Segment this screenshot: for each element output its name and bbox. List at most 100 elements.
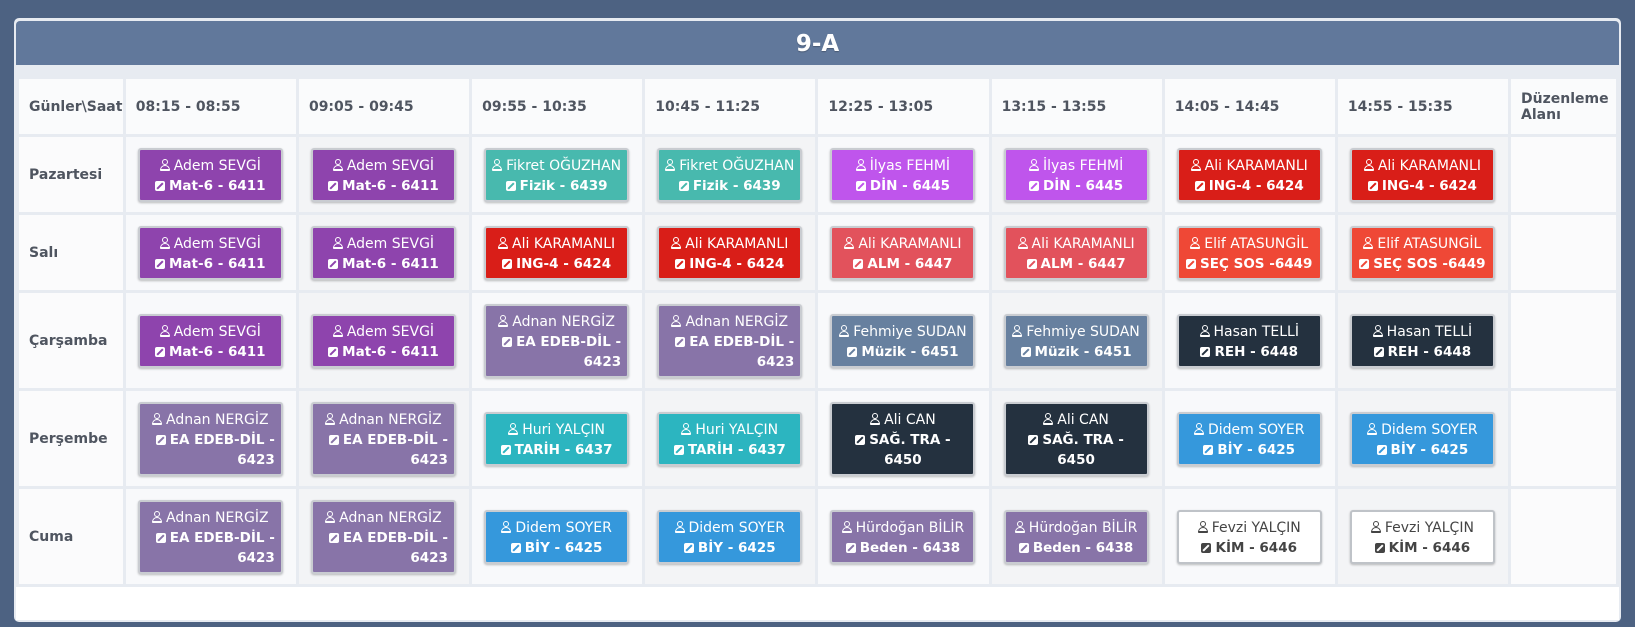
edit-icon[interactable] xyxy=(155,258,165,269)
course-line: EA EDEB-DİL - 6423 xyxy=(490,332,623,372)
edit-icon[interactable] xyxy=(1200,346,1211,357)
lesson-card[interactable]: Adem SEVGİ Mat-6 - 6411 xyxy=(137,147,283,202)
edit-icon[interactable] xyxy=(1203,444,1214,455)
course-code: KİM - 6446 xyxy=(1388,539,1471,556)
lesson-card[interactable]: Adem SEVGİ Mat-6 - 6411 xyxy=(310,225,456,280)
edit-icon[interactable] xyxy=(1029,180,1040,191)
edit-icon[interactable] xyxy=(510,542,521,553)
edit-area-cell[interactable] xyxy=(1508,212,1619,293)
lesson-card[interactable]: Ali KARAMANLI ING-4 - 6424 xyxy=(657,225,803,280)
edit-icon[interactable] xyxy=(328,180,339,191)
edit-area-cell[interactable] xyxy=(1508,486,1619,587)
lesson-card[interactable]: Fevzi YALÇIN KİM - 6446 xyxy=(1349,509,1495,564)
lesson-card[interactable]: Adem SEVGİ Mat-6 - 6411 xyxy=(137,313,283,368)
user-icon xyxy=(501,520,512,533)
edit-icon[interactable] xyxy=(1020,346,1031,357)
lesson-card[interactable]: Hürdoğan BİLİR Beden - 6438 xyxy=(830,509,976,564)
edit-icon[interactable] xyxy=(678,180,689,191)
lesson-card[interactable]: Fehmiye SUDAN Müzik - 6451 xyxy=(1003,313,1149,368)
edit-icon[interactable] xyxy=(328,258,339,269)
schedule-header: Günler\Saat 08:15 - 08:55 09:05 - 09:45 09:… xyxy=(16,76,1619,137)
lesson-card[interactable]: Ali CAN SAĞ. TRA - 6450 xyxy=(830,401,976,476)
lesson-card[interactable]: Adnan NERGİZ EA EDEB-DİL - 6423 xyxy=(310,401,456,476)
edit-icon[interactable] xyxy=(1028,434,1039,445)
lesson-card[interactable]: Adnan NERGİZ EA EDEB-DİL - 6423 xyxy=(484,303,630,378)
edit-icon[interactable] xyxy=(1373,346,1384,357)
user-icon xyxy=(1363,236,1374,249)
lesson-card[interactable]: Fikret OĞUZHAN Fizik - 6439 xyxy=(657,147,803,202)
edit-icon[interactable] xyxy=(855,434,866,445)
user-icon xyxy=(1017,236,1028,249)
lesson-card[interactable]: Elif ATASUNGİL SEÇ SOS -6449 xyxy=(1176,225,1322,280)
edit-icon[interactable] xyxy=(845,542,856,553)
edit-icon[interactable] xyxy=(155,346,165,357)
edit-area-cell[interactable] xyxy=(1508,290,1619,391)
edit-icon[interactable] xyxy=(155,180,165,191)
lesson-card[interactable]: Adem SEVGİ Mat-6 - 6411 xyxy=(137,225,283,280)
lesson-card[interactable]: Ali KARAMANLI ALM - 6447 xyxy=(1003,225,1149,280)
lesson-card[interactable]: Didem SOYER BİY - 6425 xyxy=(1349,411,1495,466)
lesson-card[interactable]: İlyas FEHMİ DİN - 6445 xyxy=(830,147,976,202)
course-line: BİY - 6425 xyxy=(1356,440,1489,460)
teacher-name: Ali KARAMANLI xyxy=(512,235,616,252)
lesson-card[interactable]: Adnan NERGİZ EA EDEB-DİL - 6423 xyxy=(657,303,803,378)
edit-icon[interactable] xyxy=(1018,542,1029,553)
lesson-card[interactable]: Hasan TELLİ REH - 6448 xyxy=(1349,313,1495,368)
edit-area-cell[interactable] xyxy=(1508,388,1619,489)
lesson-card[interactable]: Huri YALÇIN TARİH - 6437 xyxy=(484,411,630,466)
lesson-card[interactable]: Didem SOYER BİY - 6425 xyxy=(657,509,803,564)
lesson-card[interactable]: Fikret OĞUZHAN Fizik - 6439 xyxy=(484,147,630,202)
lesson-card[interactable]: Adnan NERGİZ EA EDEB-DİL - 6423 xyxy=(137,401,283,476)
lesson-card[interactable]: Ali KARAMANLI ING-4 - 6424 xyxy=(484,225,630,280)
lesson-card[interactable]: Adem SEVGİ Mat-6 - 6411 xyxy=(310,147,456,202)
teacher-line: Hürdoğan BİLİR xyxy=(1010,518,1143,538)
day-label: Pazartesi xyxy=(16,134,126,215)
edit-icon[interactable] xyxy=(1194,180,1205,191)
edit-area-cell[interactable] xyxy=(1508,134,1619,215)
edit-icon[interactable] xyxy=(1367,180,1378,191)
teacher-name: Adnan NERGİZ xyxy=(339,411,442,428)
edit-icon[interactable] xyxy=(1026,258,1037,269)
edit-icon[interactable] xyxy=(502,336,513,347)
lesson-card[interactable]: Didem SOYER BİY - 6425 xyxy=(484,509,630,564)
edit-icon[interactable] xyxy=(675,336,686,347)
user-icon xyxy=(151,412,162,425)
edit-icon[interactable] xyxy=(155,532,166,543)
edit-icon[interactable] xyxy=(328,346,339,357)
edit-icon[interactable] xyxy=(673,444,684,455)
lesson-card[interactable]: Ali KARAMANLI ING-4 - 6424 xyxy=(1176,147,1322,202)
lesson-card[interactable]: İlyas FEHMİ DİN - 6445 xyxy=(1003,147,1149,202)
edit-icon[interactable] xyxy=(1186,258,1197,269)
edit-icon[interactable] xyxy=(1376,444,1387,455)
edit-icon[interactable] xyxy=(155,434,166,445)
lesson-card[interactable]: Hasan TELLİ REH - 6448 xyxy=(1176,313,1322,368)
edit-icon[interactable] xyxy=(853,258,864,269)
course-line: SAĞ. TRA - 6450 xyxy=(836,430,969,470)
lesson-card[interactable]: Ali CAN SAĞ. TRA - 6450 xyxy=(1003,401,1149,476)
lesson-card[interactable]: Ali KARAMANLI ALM - 6447 xyxy=(830,225,976,280)
lesson-card[interactable]: Huri YALÇIN TARİH - 6437 xyxy=(657,411,803,466)
edit-icon[interactable] xyxy=(502,258,513,269)
edit-icon[interactable] xyxy=(328,434,339,445)
lesson-card[interactable]: Adnan NERGİZ EA EDEB-DİL - 6423 xyxy=(310,499,456,574)
lesson-card[interactable]: Hürdoğan BİLİR Beden - 6438 xyxy=(1003,509,1149,564)
lesson-card[interactable]: Elif ATASUNGİL SEÇ SOS -6449 xyxy=(1349,225,1495,280)
lesson-card[interactable]: Ali KARAMANLI ING-4 - 6424 xyxy=(1349,147,1495,202)
lesson-card[interactable]: Fehmiye SUDAN Müzik - 6451 xyxy=(830,313,976,368)
edit-icon[interactable] xyxy=(500,444,511,455)
day-label: Perşembe xyxy=(16,388,126,489)
edit-icon[interactable] xyxy=(847,346,858,357)
user-icon xyxy=(159,324,170,337)
edit-icon[interactable] xyxy=(675,258,686,269)
edit-icon[interactable] xyxy=(683,542,694,553)
edit-icon[interactable] xyxy=(1374,542,1385,553)
edit-icon[interactable] xyxy=(1201,542,1212,553)
edit-icon[interactable] xyxy=(505,180,516,191)
lesson-card[interactable]: Fevzi YALÇIN KİM - 6446 xyxy=(1176,509,1322,564)
lesson-card[interactable]: Adnan NERGİZ EA EDEB-DİL - 6423 xyxy=(137,499,283,574)
edit-icon[interactable] xyxy=(1359,258,1370,269)
edit-icon[interactable] xyxy=(328,532,339,543)
edit-icon[interactable] xyxy=(855,180,866,191)
lesson-card[interactable]: Didem SOYER BİY - 6425 xyxy=(1176,411,1322,466)
lesson-card[interactable]: Adem SEVGİ Mat-6 - 6411 xyxy=(310,313,456,368)
